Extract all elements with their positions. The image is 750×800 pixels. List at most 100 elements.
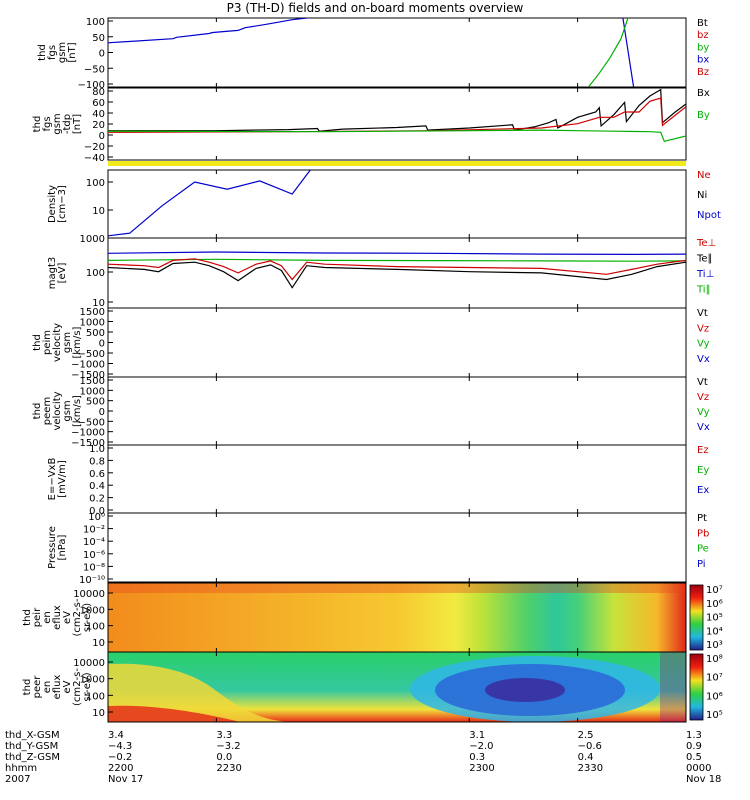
x-axis-ephemeris: thd_X-GSM 3.4 3.3 3.1 2.5 1.3 thd_Y-GSM −4.3 −3.… bbox=[5, 730, 721, 785]
y-tick-label: 1.0 bbox=[89, 444, 105, 455]
series-group bbox=[108, 18, 635, 87]
colorbar-tick-label: 10⁸ bbox=[706, 654, 723, 665]
y-axis-label: en bbox=[42, 611, 53, 624]
ephemeris-row-label: 2007 bbox=[5, 774, 30, 785]
y-axis-label: fgs bbox=[42, 116, 53, 131]
y-tick-label: 10⁻⁶ bbox=[83, 550, 105, 561]
legend-item-Pt: Pt bbox=[697, 513, 707, 524]
legend-item-Ni: Ni bbox=[697, 190, 707, 201]
ephemeris-value: 1.3 bbox=[686, 730, 702, 741]
colorbar bbox=[689, 653, 704, 721]
y-axis-label: (cm2-s- bbox=[72, 668, 83, 706]
y-tick-label: 100 bbox=[86, 268, 105, 279]
y-tick-label: 10 bbox=[92, 298, 105, 309]
y-tick-label: 10000 bbox=[73, 658, 105, 669]
legend-item-Vx: Vx bbox=[697, 422, 710, 433]
y-axis-label: peem bbox=[42, 397, 53, 425]
y-tick-label: 60 bbox=[92, 98, 105, 109]
legend-item-Vy: Vy bbox=[697, 339, 710, 350]
panel-pressure: 10⁰ 10⁻²10⁻⁴ 10⁻⁶10⁻⁸ 10⁻¹⁰ Pressure [nPa] Pt P… bbox=[47, 512, 709, 586]
y-tick-label: 1500 bbox=[80, 376, 105, 387]
legend-item-Bz: Bz bbox=[697, 67, 709, 78]
legend-item-bz: bz bbox=[697, 30, 709, 41]
y-tick-label: −50 bbox=[84, 64, 105, 75]
y-tick-label: 10 bbox=[92, 708, 105, 719]
y-axis-label: en bbox=[42, 681, 53, 694]
y-tick-label: 1500 bbox=[80, 307, 105, 318]
ephemeris-value: 0000 bbox=[686, 763, 711, 774]
ephemeris-value: 0.3 bbox=[469, 752, 485, 763]
y-tick-label: 1000 bbox=[80, 234, 105, 245]
y-tick-label: −1000 bbox=[71, 360, 105, 371]
y-tick-label: −20 bbox=[84, 142, 105, 153]
legend-item-by: by bbox=[697, 42, 709, 53]
series-Ti∥ bbox=[108, 258, 686, 262]
y-tick-label: −500 bbox=[78, 417, 105, 428]
y-tick-label: −1500 bbox=[71, 370, 105, 381]
legend-item-Vx: Vx bbox=[697, 354, 710, 365]
figure-title: P3 (TH-D) fields and on-board moments ov… bbox=[226, 1, 524, 15]
ephemeris-value: Nov 17 bbox=[108, 774, 143, 785]
y-axis-label: thd bbox=[32, 403, 43, 420]
series-Bt bbox=[108, 88, 686, 132]
y-tick-label: −100 bbox=[78, 80, 105, 91]
y-axis-label: gsm bbox=[62, 332, 73, 353]
ephemeris-value: 2300 bbox=[469, 763, 494, 774]
legend-item-Bt: Bt bbox=[697, 18, 708, 29]
y-axis-label: eV bbox=[62, 611, 73, 624]
panel-peer: 10000 1000 100 10 10⁸ 10⁷ 10⁶ 10⁵ thd peer en eflux… bbox=[22, 651, 723, 723]
marker-bar bbox=[108, 161, 686, 166]
panel-density: 100 10 1000 Density [cm−3] Ne Ni Npot bbox=[47, 169, 721, 245]
ephemeris-value: 3.1 bbox=[469, 730, 485, 741]
ephemeris-row-label: thd_X-GSM bbox=[5, 730, 60, 741]
y-tick-label: 100 bbox=[86, 691, 105, 702]
spectrogram-red-band bbox=[108, 705, 240, 722]
y-tick-label: −1500 bbox=[71, 438, 105, 449]
panel-frame bbox=[107, 17, 687, 88]
ephemeris-value: Nov 18 bbox=[686, 774, 721, 785]
colorbar-tick-label: 10⁶ bbox=[706, 691, 723, 702]
y-tick-label: 50 bbox=[92, 33, 105, 44]
panel-efield: 1.00.8 0.60.4 0.20.0 E=−VxB [mV/m] Ez Ey Ex bbox=[47, 444, 709, 517]
y-tick-label: 0.4 bbox=[89, 481, 105, 492]
colorbar-tick-label: 10⁵ bbox=[706, 710, 723, 721]
y-tick-label: 100 bbox=[86, 622, 105, 633]
legend-item-Te⊥: Te⊥ bbox=[696, 238, 716, 249]
y-axis-label: [nT] bbox=[72, 114, 83, 134]
y-axis-label: [km/s] bbox=[72, 395, 83, 427]
y-axis-label: eflux bbox=[52, 605, 63, 630]
y-tick-label: 500 bbox=[86, 397, 105, 408]
y-axis-label: [cm−3] bbox=[57, 185, 68, 223]
y-tick-label: 0 bbox=[99, 131, 105, 142]
spectrogram-core-region bbox=[485, 678, 565, 702]
legend-item-Pi: Pi bbox=[697, 559, 706, 570]
y-axis-label: (cm2-s- bbox=[72, 598, 83, 636]
y-tick-label: 100 bbox=[86, 178, 105, 189]
y-axis-label: gsm bbox=[52, 113, 63, 134]
legend-item-Vz: Vz bbox=[697, 323, 709, 334]
colorbar-tick-label: 10⁴ bbox=[706, 626, 723, 637]
y-axis-label: magt3 bbox=[47, 257, 58, 290]
y-axis-label: Pressure bbox=[47, 526, 58, 569]
y-axis-label: -tdp bbox=[62, 114, 73, 134]
y-tick-label: 20 bbox=[92, 120, 105, 131]
y-axis-label: peer bbox=[32, 675, 43, 699]
colorbar-tick-label: 10⁷ bbox=[706, 673, 723, 684]
spectrogram-right-edge bbox=[660, 652, 686, 722]
y-axis-label: gsm bbox=[57, 42, 68, 63]
y-tick-label: 1000 bbox=[80, 675, 105, 686]
y-axis-label: sr-eV) bbox=[82, 672, 93, 701]
ephemeris-value: 2330 bbox=[578, 763, 603, 774]
ephemeris-value: 2.5 bbox=[578, 730, 594, 741]
series-group bbox=[108, 251, 686, 289]
panel-frame bbox=[107, 444, 687, 514]
series-Npot bbox=[108, 170, 311, 237]
panel-temperature: 100 10 magt3 [eV] Te⊥ Te∥ Ti⊥ Ti∥ bbox=[47, 237, 716, 309]
ephemeris-row-label: thd_Z-GSM bbox=[5, 752, 60, 763]
y-tick-label: −500 bbox=[78, 349, 105, 360]
series-Ti⊥ bbox=[108, 251, 686, 255]
legend-item-Ez: Ez bbox=[697, 445, 709, 456]
series-Te⊥ bbox=[108, 258, 686, 281]
